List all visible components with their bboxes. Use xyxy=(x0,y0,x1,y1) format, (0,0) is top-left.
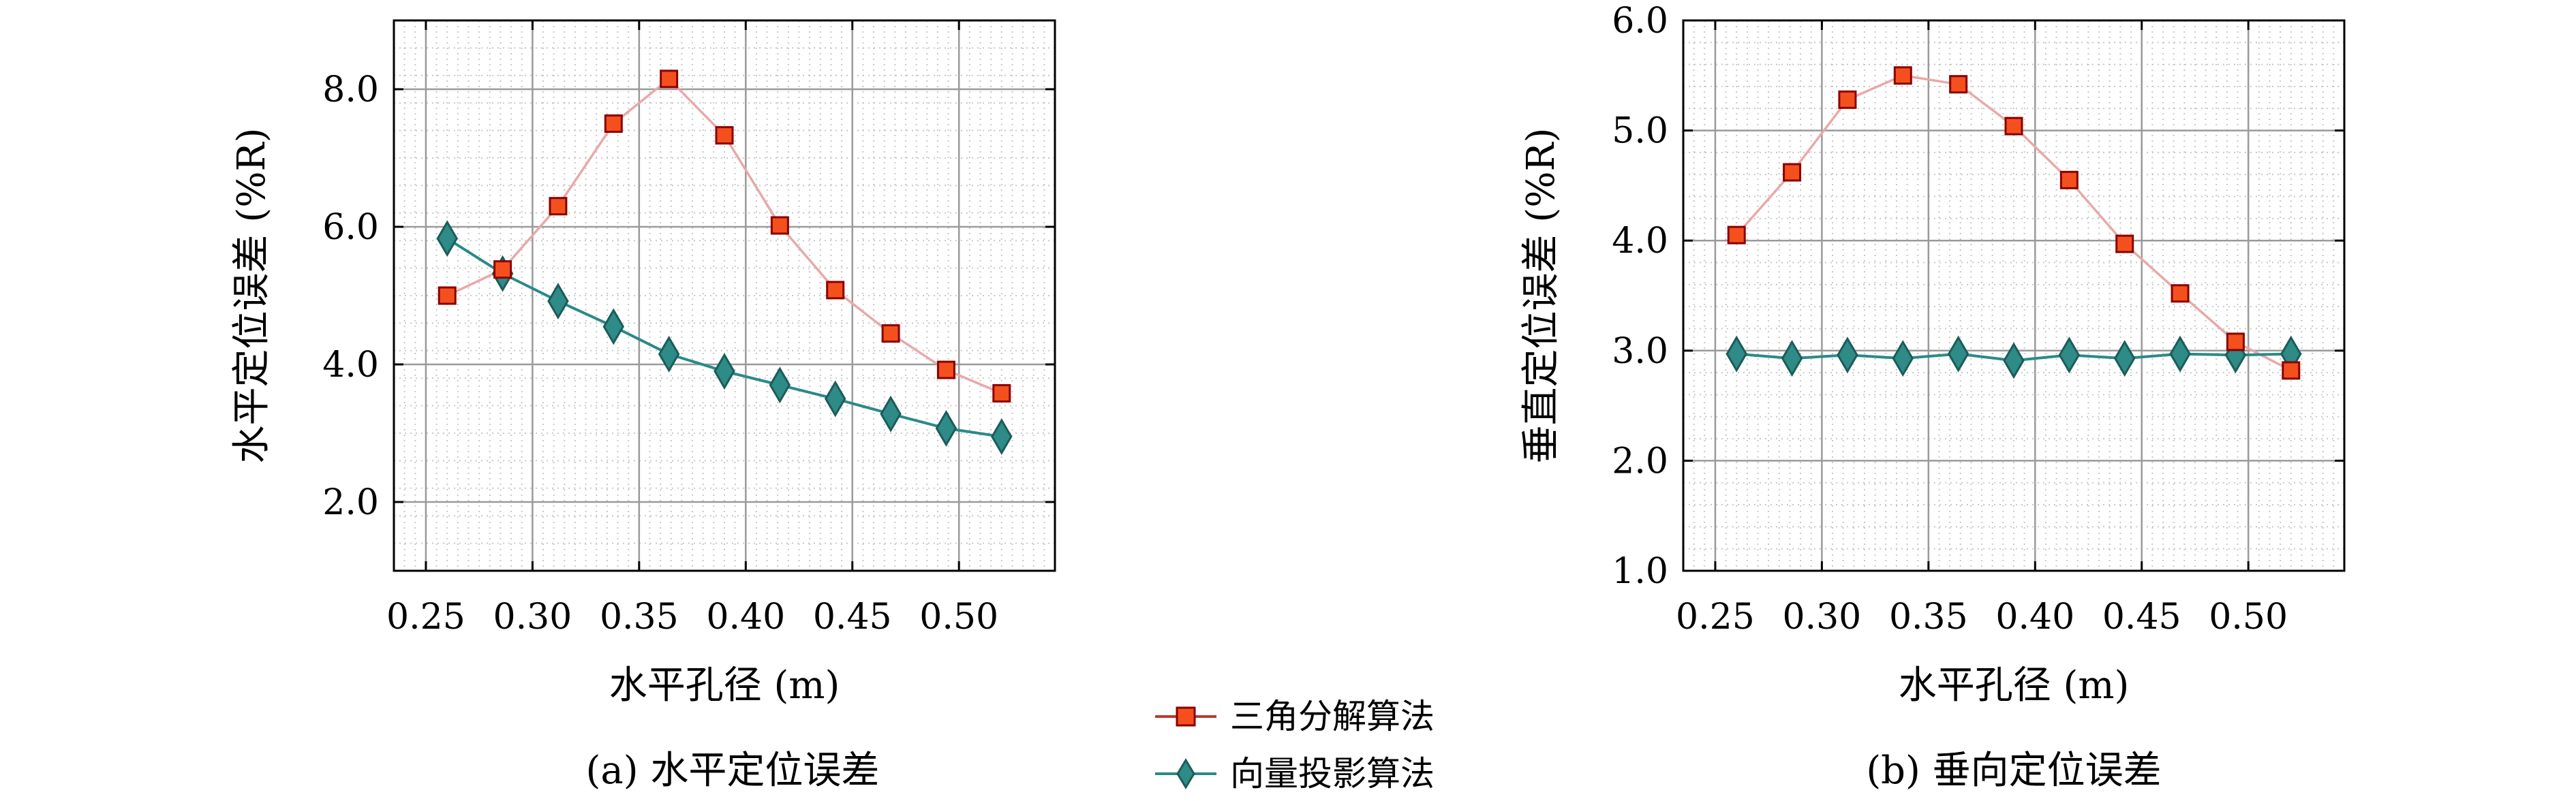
x-tick-label: 0.30 xyxy=(493,597,572,638)
legend-label-triangle: 三角分解算法 xyxy=(1230,697,1435,736)
chart-caption: (b) 垂向定位误差 xyxy=(1866,749,2161,793)
data-point-triangle xyxy=(2059,170,2079,189)
x-axis-label: 水平孔径 (m) xyxy=(1899,663,2130,708)
data-point-vector xyxy=(714,353,735,390)
legend-marker-vector xyxy=(1176,758,1195,789)
data-point-vector xyxy=(602,308,625,345)
data-point-vector xyxy=(1726,335,1747,373)
data-point-triangle xyxy=(660,69,679,89)
data-point-triangle xyxy=(1727,225,1746,245)
data-point-vector xyxy=(991,418,1013,456)
data-point-triangle xyxy=(2004,116,2023,136)
x-tick-label: 0.25 xyxy=(386,597,465,638)
data-point-triangle xyxy=(826,281,845,300)
legend-marker-triangle xyxy=(1176,706,1196,727)
data-point-vector xyxy=(547,283,569,320)
y-tick-label: 8.0 xyxy=(322,69,379,110)
data-point-vector xyxy=(1892,340,1914,377)
data-point-vector xyxy=(436,220,458,257)
data-point-triangle xyxy=(1783,163,1802,182)
data-point-vector xyxy=(2003,342,2025,379)
data-point-triangle xyxy=(770,216,789,235)
data-point-triangle xyxy=(1949,75,1968,94)
chart-panel-a: 0.25 0.30 0.35 0.40 0.45 0.50 2.0 4.0 6.0 8.0 水平孔径… xyxy=(230,19,1056,793)
data-point-vector xyxy=(1781,340,1803,377)
data-point-vector xyxy=(2058,336,2081,374)
x-tick-label: 0.35 xyxy=(600,597,679,638)
x-tick-label: 0.30 xyxy=(1782,597,1861,638)
data-point-triangle xyxy=(881,324,900,343)
legend: 三角分解算法 向量投影算法 xyxy=(1155,697,1435,794)
data-point-triangle xyxy=(493,260,512,279)
x-tick-label: 0.50 xyxy=(2209,597,2288,638)
data-point-triangle xyxy=(549,197,568,216)
data-point-triangle xyxy=(2115,234,2134,253)
data-point-vector xyxy=(658,335,680,373)
y-tick-label: 4.0 xyxy=(1612,221,1668,262)
x-axis-label: 水平孔径 (m) xyxy=(609,663,840,708)
data-point-vector xyxy=(2113,340,2136,377)
y-tick-label: 5.0 xyxy=(1612,111,1668,152)
data-point-vector xyxy=(935,409,957,447)
chart-caption: (a) 水平定位误差 xyxy=(586,749,880,793)
y-tick-label: 1.0 xyxy=(1612,551,1668,592)
data-point-vector xyxy=(1947,335,1969,373)
data-point-triangle xyxy=(2282,361,2301,380)
y-tick-label: 2.0 xyxy=(1612,441,1668,482)
data-point-triangle xyxy=(2226,332,2245,351)
plot-frame xyxy=(393,19,1056,572)
data-point-triangle xyxy=(604,114,623,133)
x-tick-label: 0.50 xyxy=(919,597,998,638)
data-point-triangle xyxy=(1838,90,1857,109)
plot-frame xyxy=(1682,19,2346,572)
y-axis-label: 水平定位误差 (%R) xyxy=(230,128,274,464)
x-tick-label: 0.40 xyxy=(1995,597,2074,638)
data-point-triangle xyxy=(715,126,734,145)
data-point-vector xyxy=(769,366,791,404)
data-point-triangle xyxy=(992,383,1011,403)
data-point-vector xyxy=(824,380,846,418)
y-tick-label: 6.0 xyxy=(1612,1,1668,42)
data-point-triangle xyxy=(936,360,955,379)
x-tick-label: 0.40 xyxy=(706,597,785,638)
data-point-vector xyxy=(880,395,902,433)
data-point-triangle xyxy=(1893,66,1912,85)
series-line-triangle xyxy=(446,77,1002,395)
x-tick-label: 0.25 xyxy=(1676,597,1755,638)
chart-panel-b: 0.25 0.30 0.35 0.40 0.45 0.50 1.0 2.0 3.0 4.0 5.0 6… xyxy=(1519,1,2346,793)
legend-label-vector: 向量投影算法 xyxy=(1230,754,1435,794)
x-tick-label: 0.45 xyxy=(813,597,892,638)
y-tick-label: 6.0 xyxy=(322,207,379,248)
data-point-vector xyxy=(2169,335,2191,373)
y-tick-label: 2.0 xyxy=(322,482,379,523)
data-point-vector xyxy=(1837,336,1858,374)
x-tick-label: 0.45 xyxy=(2102,597,2181,638)
y-tick-label: 4.0 xyxy=(322,345,379,386)
x-tick-label: 0.35 xyxy=(1889,597,1968,638)
y-axis-label: 垂直定位误差 (%R) xyxy=(1519,128,1563,464)
data-point-triangle xyxy=(438,286,457,305)
y-tick-label: 3.0 xyxy=(1612,331,1668,372)
data-point-triangle xyxy=(2171,284,2190,303)
